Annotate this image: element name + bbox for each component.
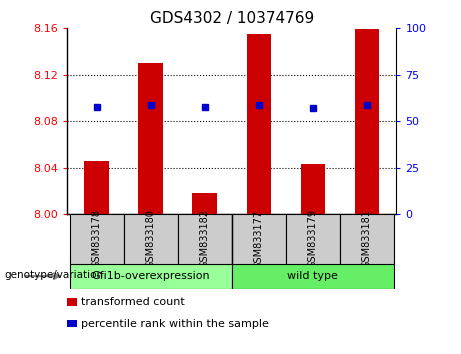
Text: Gfi1b-overexpression: Gfi1b-overexpression bbox=[91, 271, 210, 281]
Bar bbox=[247, 34, 271, 214]
Text: wild type: wild type bbox=[287, 271, 338, 281]
Text: percentile rank within the sample: percentile rank within the sample bbox=[81, 319, 269, 329]
Bar bbox=[231, 214, 286, 264]
Text: GSM833179: GSM833179 bbox=[307, 210, 318, 268]
Bar bbox=[286, 214, 340, 264]
Bar bbox=[177, 214, 231, 264]
Text: GSM833178: GSM833178 bbox=[92, 210, 101, 268]
Bar bbox=[70, 264, 231, 289]
Bar bbox=[355, 29, 379, 214]
Bar bbox=[70, 214, 124, 264]
Text: GSM833177: GSM833177 bbox=[254, 209, 264, 269]
Bar bbox=[340, 214, 394, 264]
Bar bbox=[301, 164, 325, 214]
Bar bbox=[138, 63, 163, 214]
Bar bbox=[193, 193, 217, 214]
Text: GSM833182: GSM833182 bbox=[200, 210, 210, 268]
Bar bbox=[231, 264, 394, 289]
Bar bbox=[124, 214, 177, 264]
Bar bbox=[84, 161, 109, 214]
Text: genotype/variation: genotype/variation bbox=[5, 270, 104, 280]
Text: GSM833180: GSM833180 bbox=[146, 210, 156, 268]
Text: transformed count: transformed count bbox=[81, 297, 184, 307]
Text: GSM833181: GSM833181 bbox=[362, 210, 372, 268]
Title: GDS4302 / 10374769: GDS4302 / 10374769 bbox=[149, 11, 314, 26]
